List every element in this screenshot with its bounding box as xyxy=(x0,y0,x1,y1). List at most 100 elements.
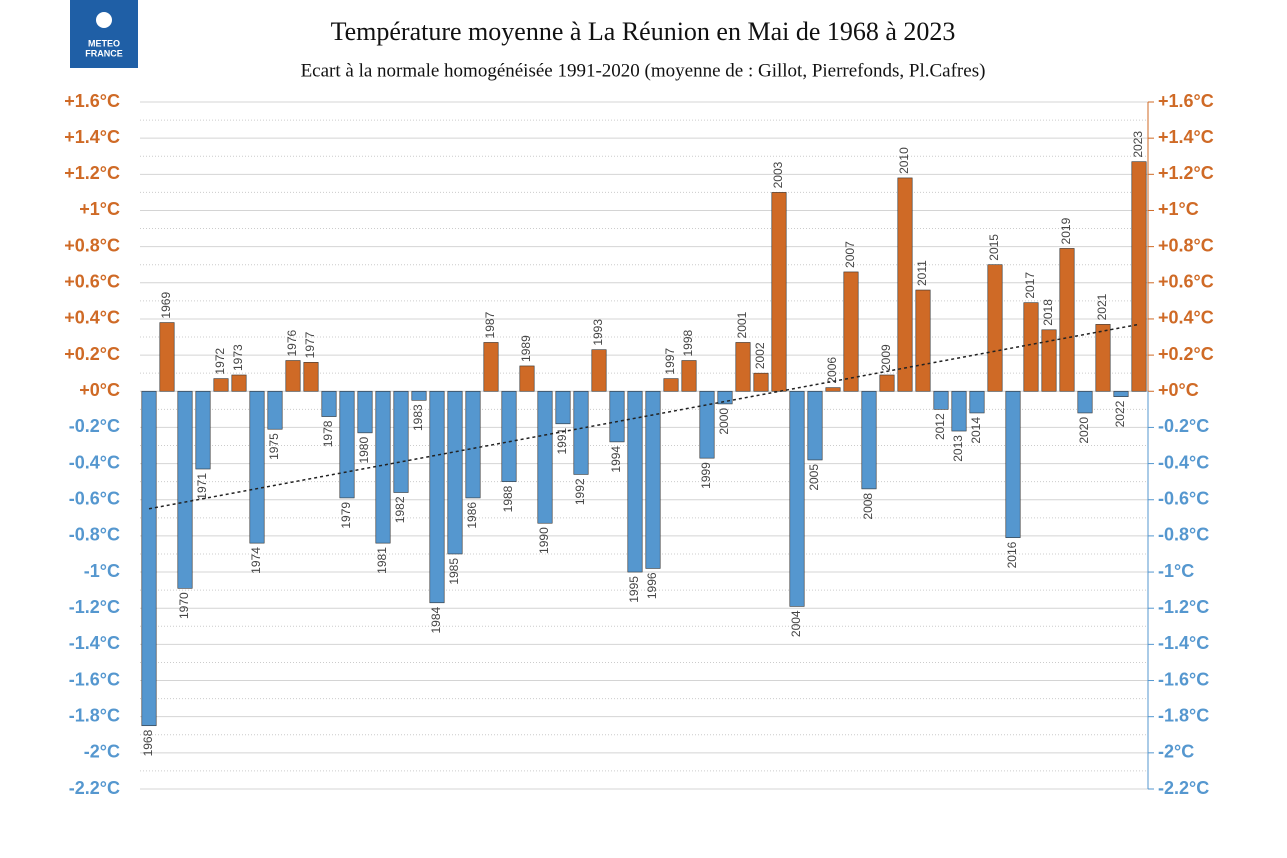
year-label: 2011 xyxy=(915,260,929,286)
y2-tick-label: -0.4°C xyxy=(1158,452,1209,472)
y-tick-label: -1°C xyxy=(84,561,120,581)
bar xyxy=(699,390,715,459)
year-label: 1975 xyxy=(267,433,281,460)
y-tick-label: -1.4°C xyxy=(69,633,120,653)
y2-tick-label: -1.4°C xyxy=(1158,633,1209,653)
year-label: 1973 xyxy=(231,344,245,371)
bar xyxy=(1077,390,1093,414)
year-label: 2004 xyxy=(789,610,803,637)
logo-icon xyxy=(96,12,112,28)
year-label: 2003 xyxy=(771,161,785,188)
bar xyxy=(177,390,193,589)
y-tick-label: -0.4°C xyxy=(69,452,120,472)
year-label: 1970 xyxy=(177,592,191,619)
bar xyxy=(501,390,517,482)
year-label: 2007 xyxy=(843,241,857,268)
y-tick-label: +1°C xyxy=(79,199,120,219)
bar xyxy=(789,390,805,607)
year-label: 2012 xyxy=(933,413,947,440)
y2-tick-label: -0.2°C xyxy=(1158,416,1209,436)
year-label: 1979 xyxy=(339,502,353,529)
bar xyxy=(141,390,157,727)
year-label: 1969 xyxy=(159,292,173,319)
bar xyxy=(195,390,211,470)
bar xyxy=(213,378,229,392)
bar xyxy=(681,360,697,392)
year-label: 1988 xyxy=(501,485,515,512)
year-label: 2009 xyxy=(879,344,893,371)
y2-tick-label: +0.6°C xyxy=(1158,272,1214,292)
bar xyxy=(249,390,265,544)
y-tick-label: +0°C xyxy=(79,380,120,400)
y-tick-label: -1.2°C xyxy=(69,597,120,617)
y-tick-label: -2°C xyxy=(84,742,120,762)
bar xyxy=(447,390,463,555)
year-label: 1990 xyxy=(537,527,551,554)
logo-text: METEO xyxy=(88,38,120,48)
bar xyxy=(627,390,643,573)
y-tick-label: -0.6°C xyxy=(69,488,120,508)
bar xyxy=(339,390,355,499)
year-label: 2022 xyxy=(1113,400,1127,427)
y-tick-label: +0.6°C xyxy=(64,272,120,292)
bar xyxy=(375,390,391,544)
year-label: 2010 xyxy=(897,147,911,174)
logo xyxy=(70,0,138,68)
bar xyxy=(807,390,823,461)
year-label: 1982 xyxy=(393,496,407,523)
bar xyxy=(231,374,247,392)
year-label: 2014 xyxy=(969,417,983,444)
bar xyxy=(303,362,319,392)
y2-tick-label: +1.2°C xyxy=(1158,163,1214,183)
year-label: 2017 xyxy=(1023,272,1037,299)
y-tick-label: +0.2°C xyxy=(64,344,120,364)
bar xyxy=(1041,329,1057,392)
year-label: 2023 xyxy=(1131,131,1145,158)
y2-tick-label: -1.8°C xyxy=(1158,705,1209,725)
bar xyxy=(1131,161,1147,392)
bar xyxy=(1059,248,1075,392)
year-label: 2002 xyxy=(753,342,767,369)
year-label: 2006 xyxy=(825,357,839,384)
year-label: 2020 xyxy=(1077,417,1091,444)
y2-tick-label: +0.2°C xyxy=(1158,344,1214,364)
bar xyxy=(1113,390,1129,397)
bar xyxy=(519,365,535,392)
y-tick-label: -1.6°C xyxy=(69,669,120,689)
y2-tick-label: +0.4°C xyxy=(1158,308,1214,328)
y-tick-label: +0.8°C xyxy=(64,235,120,255)
logo-text: FRANCE xyxy=(85,48,123,58)
y2-tick-label: +0.8°C xyxy=(1158,235,1214,255)
bar xyxy=(663,378,679,392)
y-tick-label: +1.2°C xyxy=(64,163,120,183)
y2-tick-label: -1.6°C xyxy=(1158,669,1209,689)
chart-title: Température moyenne à La Réunion en Mai … xyxy=(331,17,956,46)
bar xyxy=(879,374,895,392)
year-label: 1980 xyxy=(357,437,371,464)
year-label: 2016 xyxy=(1005,541,1019,568)
year-label: 2008 xyxy=(861,493,875,520)
year-label: 1989 xyxy=(519,335,533,362)
year-label: 1984 xyxy=(429,606,443,633)
year-label: 1968 xyxy=(141,729,155,756)
bar xyxy=(645,390,661,569)
bar xyxy=(321,390,337,417)
y-tick-label: +0.4°C xyxy=(64,308,120,328)
year-label: 1981 xyxy=(375,547,389,574)
year-label: 1983 xyxy=(411,404,425,431)
bar xyxy=(267,390,283,430)
y-tick-label: +1.4°C xyxy=(64,127,120,147)
year-label: 2018 xyxy=(1041,299,1055,326)
y-tick-label: -2.2°C xyxy=(69,778,120,798)
bar xyxy=(969,390,985,414)
y2-tick-label: +0°C xyxy=(1158,380,1199,400)
year-label: 1992 xyxy=(573,478,587,505)
y2-tick-label: -0.6°C xyxy=(1158,488,1209,508)
year-label: 1998 xyxy=(681,330,695,357)
y2-tick-label: +1°C xyxy=(1158,199,1199,219)
bar xyxy=(735,342,751,392)
bar xyxy=(915,289,931,392)
chart-subtitle: Ecart à la normale homogénéisée 1991-202… xyxy=(301,60,986,81)
y2-tick-label: -2°C xyxy=(1158,742,1194,762)
bar xyxy=(357,390,373,434)
